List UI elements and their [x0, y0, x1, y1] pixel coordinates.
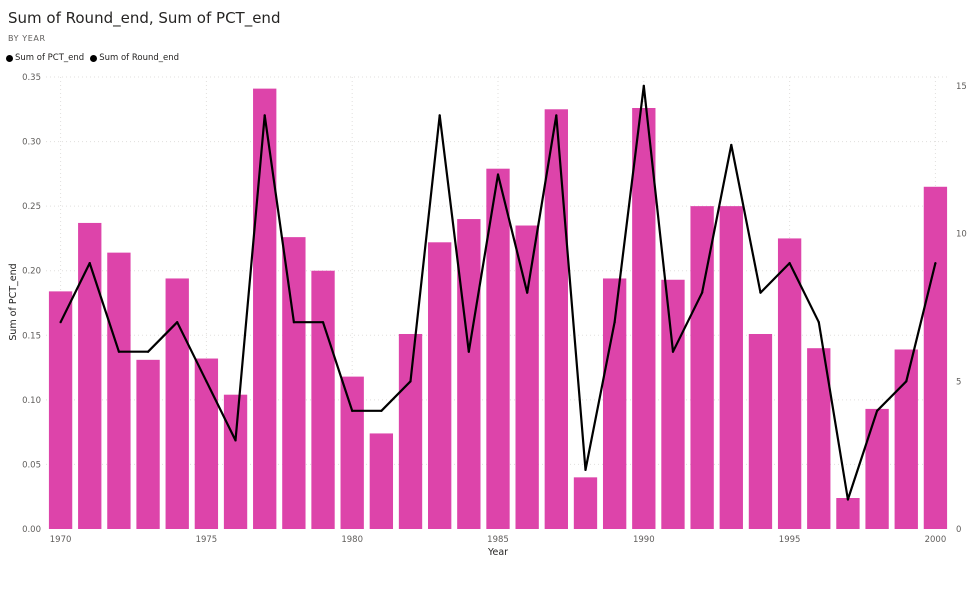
x-tick-label: 1990: [633, 535, 655, 545]
line-point: [555, 114, 558, 117]
y-tick-label: 0.05: [22, 460, 41, 470]
y2-tick-label: 10: [956, 230, 967, 240]
line-point: [263, 114, 266, 117]
bar: [661, 279, 685, 529]
line-point: [817, 321, 820, 324]
y2-tick-label: 0: [956, 525, 961, 535]
line-series: [59, 84, 937, 501]
bar-series: [48, 88, 948, 530]
bar: [573, 477, 598, 529]
x-tick-label: 1970: [50, 535, 72, 545]
x-tick-label: 1995: [779, 535, 801, 545]
line-point: [584, 468, 587, 472]
legend-swatch-pct: [6, 54, 13, 62]
bar: [165, 278, 189, 529]
bar: [398, 333, 423, 529]
line-point: [176, 321, 179, 324]
line-point: [875, 409, 879, 412]
bar: [515, 225, 539, 529]
line-point: [671, 350, 675, 353]
line-point: [59, 321, 62, 324]
legend-label-round: Sum of Round_end: [99, 53, 180, 63]
line-point: [292, 321, 295, 324]
chart-subtitle: BY YEAR: [8, 34, 46, 43]
y-tick-label: 0.30: [22, 138, 41, 148]
line-point: [234, 439, 237, 442]
line-point: [905, 380, 908, 383]
legend-label-pct: Sum of PCT_end: [15, 53, 85, 63]
line-point: [701, 291, 704, 294]
bar: [602, 278, 627, 529]
bar: [78, 222, 102, 529]
legend-item-round[interactable]: Sum of Round_end: [90, 53, 179, 63]
bar: [107, 252, 131, 530]
bar: [194, 358, 219, 529]
bar: [253, 88, 277, 529]
legend-swatch-round: [90, 54, 98, 62]
legend-item-pct[interactable]: Sum of PCT_end: [6, 53, 84, 63]
line-point: [467, 350, 470, 353]
line-point: [380, 409, 383, 412]
bar: [369, 433, 394, 529]
line-point: [351, 409, 354, 412]
bar: [807, 348, 831, 529]
x-tick-label: 1980: [341, 535, 363, 545]
y-axis-title: Sum of PCT_end: [8, 263, 19, 340]
line-point: [846, 498, 850, 501]
line-point: [642, 84, 645, 87]
line-point: [117, 350, 121, 353]
line-point: [934, 262, 937, 265]
bar: [923, 186, 948, 529]
bar: [690, 206, 714, 529]
line-point: [409, 380, 412, 383]
chart-title: Sum of Round_end, Sum of PCT_end: [8, 9, 281, 27]
bar: [282, 237, 306, 529]
x-tick-label: 1975: [196, 535, 218, 545]
x-tick-label: 1985: [487, 535, 509, 545]
line-point: [613, 321, 616, 324]
bar: [457, 219, 481, 530]
bar: [48, 291, 73, 529]
x-tick-label: 2000: [925, 535, 947, 545]
line-point: [730, 143, 733, 147]
line-point: [438, 114, 441, 117]
y2-tick-label: 15: [956, 82, 967, 92]
line-point: [526, 291, 529, 294]
y2-tick-label: 5: [956, 377, 961, 387]
bar: [719, 206, 743, 529]
legend: Sum of PCT_end Sum of Round_end: [6, 53, 179, 63]
bar: [428, 242, 452, 529]
line-point: [88, 262, 91, 265]
line-point: [321, 321, 325, 324]
bar: [223, 394, 248, 529]
line-point: [759, 291, 762, 294]
bar: [340, 376, 364, 529]
line-point: [146, 350, 150, 353]
bar: [894, 349, 918, 529]
bar: [544, 109, 568, 530]
bar: [777, 238, 802, 529]
y-tick-label: 0.35: [22, 73, 41, 83]
bar: [311, 270, 335, 529]
y-tick-label: 0.00: [22, 525, 41, 535]
y-tick-label: 0.15: [22, 331, 41, 341]
y-tick-label: 0.10: [22, 396, 41, 406]
line-point: [788, 262, 791, 265]
bar: [836, 498, 860, 529]
bar: [748, 333, 773, 529]
line-point: [496, 173, 500, 176]
y-tick-label: 0.25: [22, 202, 41, 212]
bar: [632, 107, 656, 529]
y-tick-label: 0.20: [22, 267, 41, 277]
bar: [136, 359, 160, 529]
axes: 0.00 0.05 0.10 0.15 0.20 0.25 0.30 0.35 1970 1975…: [22, 73, 967, 545]
line-point: [205, 380, 208, 383]
x-axis-title: Year: [487, 547, 508, 558]
bar: [486, 168, 510, 530]
bar: [865, 408, 889, 529]
